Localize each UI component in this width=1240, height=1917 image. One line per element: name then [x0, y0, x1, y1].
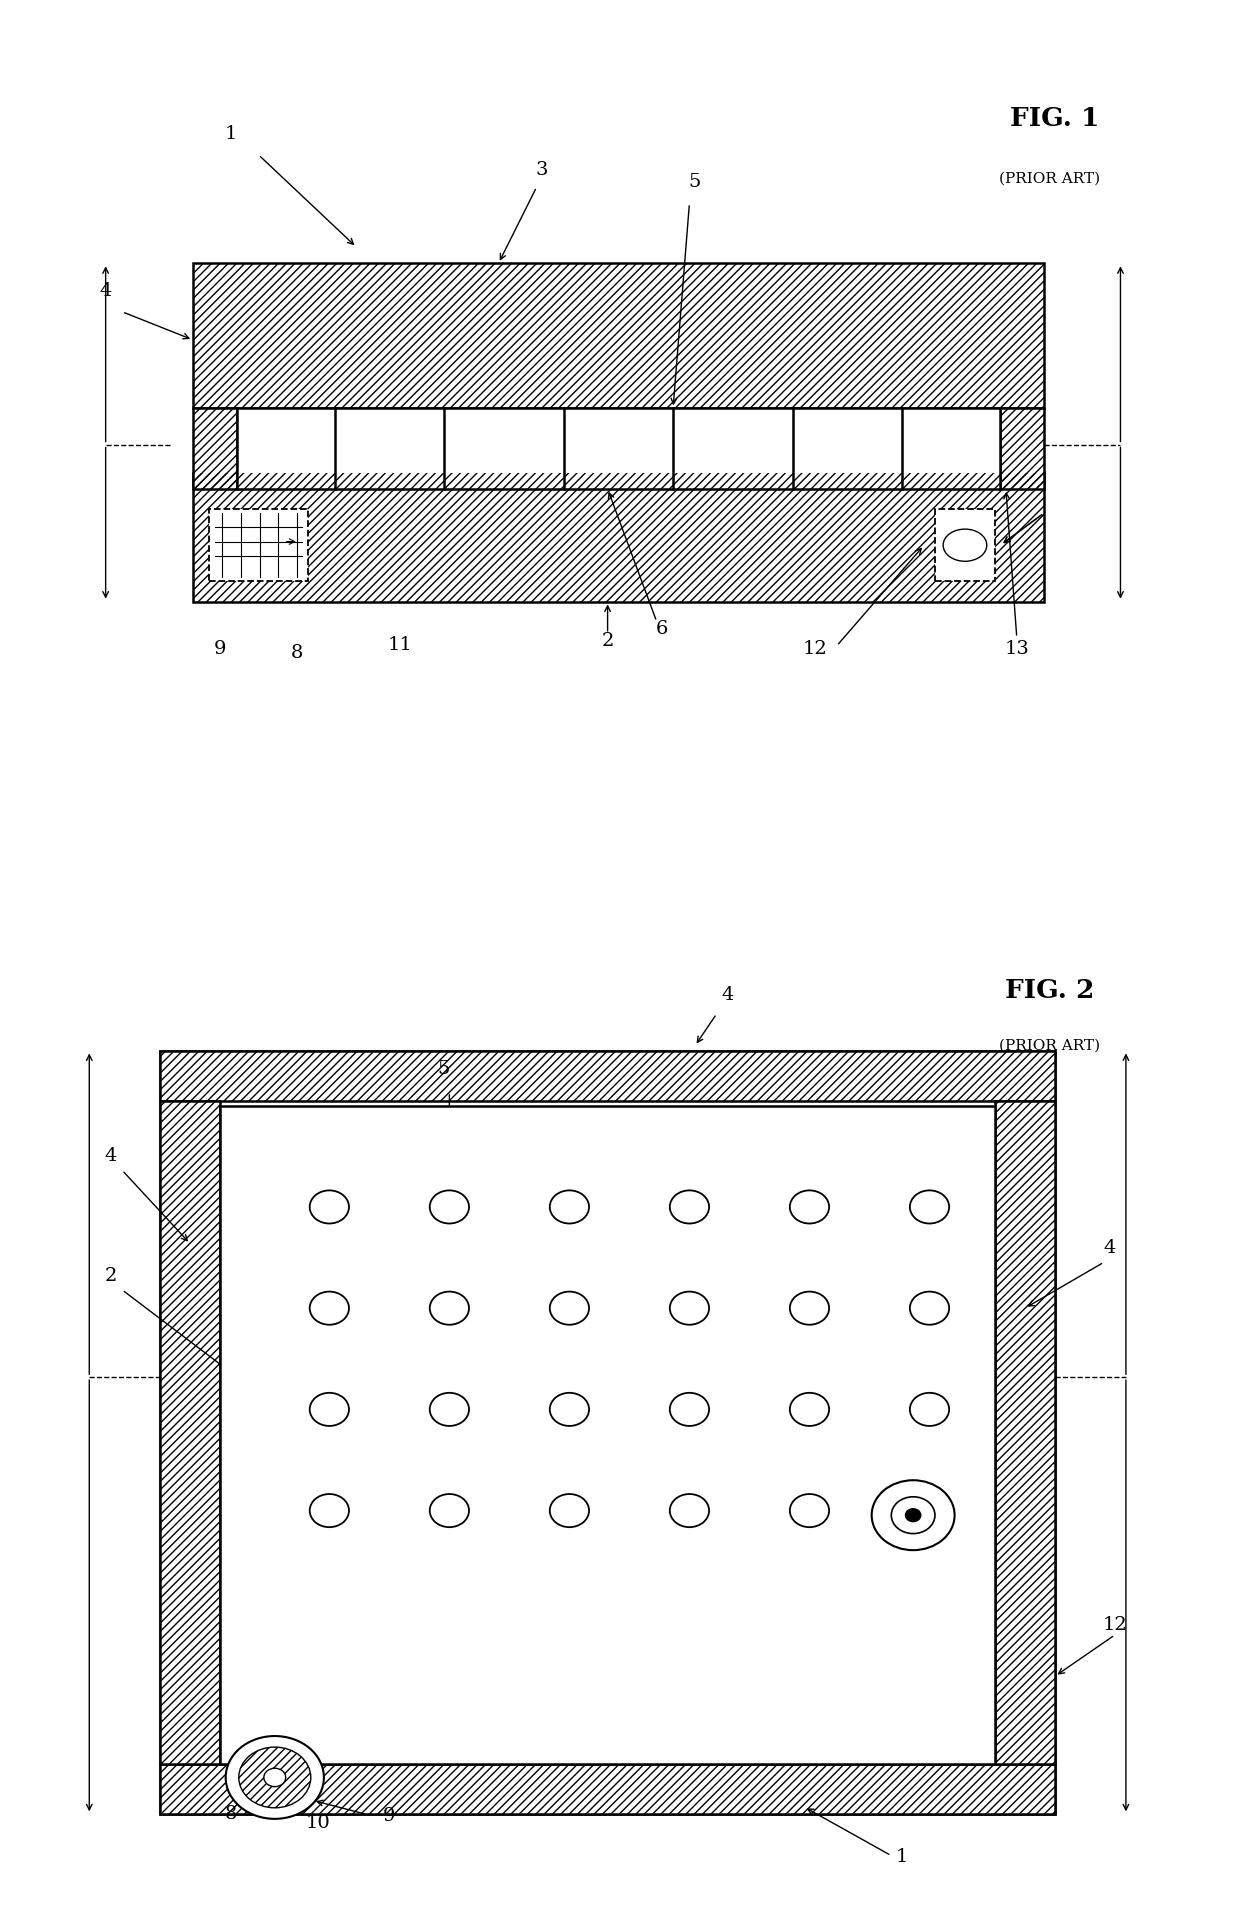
Bar: [160, 1051, 1055, 1813]
Circle shape: [226, 1737, 324, 1819]
Circle shape: [910, 1190, 949, 1223]
Bar: [210, 508, 308, 581]
Bar: [1001, 408, 1044, 489]
Circle shape: [310, 1493, 348, 1528]
Bar: [160, 1051, 1055, 1100]
Circle shape: [670, 1292, 709, 1325]
Text: 5: 5: [438, 1060, 450, 1077]
Circle shape: [430, 1394, 469, 1426]
Bar: [193, 263, 1044, 408]
Bar: [160, 1764, 1055, 1813]
Bar: [935, 508, 994, 581]
Circle shape: [549, 1292, 589, 1325]
Text: 4: 4: [99, 282, 112, 299]
Circle shape: [549, 1394, 589, 1426]
Circle shape: [549, 1493, 589, 1528]
Circle shape: [670, 1394, 709, 1426]
Circle shape: [944, 529, 987, 562]
Text: 4: 4: [722, 985, 734, 1005]
Text: (PRIOR ART): (PRIOR ART): [999, 173, 1100, 186]
Circle shape: [872, 1480, 955, 1551]
Text: FIG. 1: FIG. 1: [1011, 105, 1100, 130]
Bar: [193, 263, 1044, 408]
Circle shape: [910, 1493, 949, 1528]
Bar: [160, 1051, 1055, 1100]
Circle shape: [670, 1190, 709, 1223]
Circle shape: [905, 1509, 921, 1522]
Text: 4: 4: [105, 1146, 118, 1166]
Circle shape: [310, 1190, 348, 1223]
Circle shape: [910, 1394, 949, 1426]
Text: 12: 12: [1102, 1616, 1127, 1633]
Text: 1: 1: [224, 125, 237, 142]
Text: 8: 8: [290, 644, 303, 661]
Circle shape: [549, 1190, 589, 1223]
Text: 13: 13: [863, 1468, 888, 1488]
Text: 9: 9: [215, 640, 227, 658]
Text: 3: 3: [536, 161, 548, 178]
Circle shape: [790, 1394, 830, 1426]
Circle shape: [910, 1292, 949, 1325]
Bar: [160, 1764, 1055, 1813]
Bar: [160, 1100, 221, 1764]
Bar: [193, 408, 237, 489]
Circle shape: [264, 1767, 285, 1787]
Text: 13: 13: [1004, 640, 1029, 658]
Circle shape: [790, 1493, 830, 1528]
Circle shape: [790, 1292, 830, 1325]
Bar: [221, 1106, 994, 1764]
Bar: [994, 1100, 1055, 1764]
Text: FIG. 2: FIG. 2: [1004, 978, 1094, 1003]
Text: 1: 1: [897, 1848, 909, 1865]
Text: 2: 2: [601, 633, 614, 650]
Text: 12: 12: [802, 640, 827, 658]
Text: 5: 5: [688, 173, 701, 192]
Circle shape: [790, 1190, 830, 1223]
Circle shape: [239, 1746, 311, 1808]
Text: 11: 11: [388, 636, 413, 654]
Text: 4: 4: [1104, 1238, 1116, 1258]
Circle shape: [670, 1493, 709, 1528]
Text: 2: 2: [105, 1267, 118, 1284]
Bar: [160, 1100, 221, 1764]
Circle shape: [310, 1394, 348, 1426]
Circle shape: [430, 1493, 469, 1528]
Circle shape: [430, 1292, 469, 1325]
Text: 10: 10: [306, 1813, 331, 1833]
Circle shape: [310, 1292, 348, 1325]
Text: 6: 6: [656, 619, 668, 638]
Bar: [193, 473, 1044, 602]
Circle shape: [892, 1497, 935, 1534]
Bar: [193, 408, 237, 489]
Text: (PRIOR ART): (PRIOR ART): [999, 1039, 1100, 1052]
Bar: [193, 473, 1044, 602]
Bar: [1001, 408, 1044, 489]
Text: 9: 9: [383, 1806, 396, 1825]
Circle shape: [430, 1190, 469, 1223]
Text: 8: 8: [224, 1804, 237, 1823]
Bar: [237, 408, 1001, 489]
Bar: [994, 1100, 1055, 1764]
